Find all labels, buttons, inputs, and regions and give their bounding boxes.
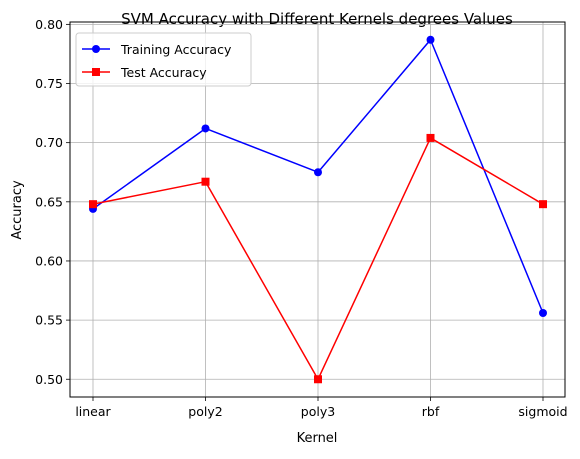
legend-box: [75, 32, 252, 87]
test-accuracy-point: [314, 375, 322, 384]
legend: Training Accuracy Test Accuracy: [75, 32, 252, 87]
y-tick-label: 0.55: [35, 313, 63, 328]
training-accuracy-point: [426, 35, 435, 44]
training-accuracy-point: [314, 168, 322, 177]
y-tick-label: 0.80: [35, 17, 63, 32]
x-tick-label: poly3: [301, 404, 335, 419]
y-tick-label: 0.65: [35, 194, 63, 209]
y-tick-label: 0.50: [35, 372, 63, 387]
legend-marker-training: [92, 45, 100, 53]
test-accuracy-point: [201, 177, 210, 186]
y-axis-label: Accuracy: [10, 180, 25, 240]
x-tick-label: linear: [75, 404, 111, 419]
test-accuracy-point: [539, 200, 547, 209]
chart-title: SVM Accuracy with Different Kernels degr…: [121, 10, 513, 28]
legend-marker-test: [92, 68, 100, 76]
training-accuracy-point: [201, 124, 210, 133]
x-tick-label: sigmoid: [518, 404, 567, 419]
y-tick-label: 0.70: [35, 135, 63, 150]
test-accuracy-point: [89, 200, 97, 209]
training-accuracy-point: [539, 309, 547, 318]
x-tick-label: rbf: [422, 404, 440, 419]
legend-label-test: Test Accuracy: [120, 65, 207, 80]
series-layer: [89, 35, 547, 384]
grid-layer: [70, 22, 565, 397]
y-tick-label: 0.75: [35, 76, 63, 91]
y-tick-label: 0.60: [35, 253, 63, 268]
ticks-layer: linear poly2 poly3 rbf sigmoid 0.50 0.55 0.60 0.…: [35, 17, 567, 419]
x-tick-label: poly2: [188, 404, 222, 419]
x-axis-label: Kernel: [297, 431, 338, 446]
legend-label-training: Training Accuracy: [120, 42, 232, 57]
test-accuracy-point: [426, 133, 435, 142]
plot-frame: [69, 21, 566, 398]
